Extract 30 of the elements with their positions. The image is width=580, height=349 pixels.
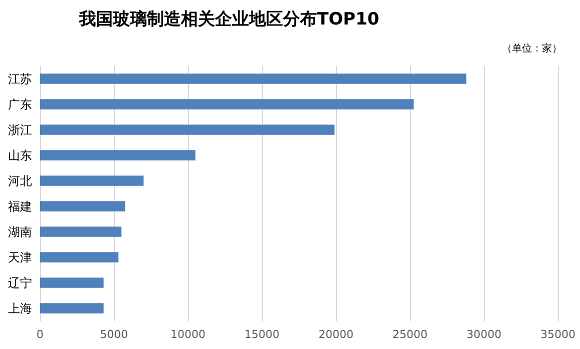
x-tick-label: 10000 <box>170 328 206 341</box>
bar <box>40 278 104 288</box>
y-tick-label: 广东 <box>8 97 32 112</box>
y-tick-label: 天津 <box>8 250 32 264</box>
y-tick-label: 河北 <box>8 174 32 188</box>
x-tick-label: 20000 <box>318 328 354 341</box>
bar <box>40 226 122 237</box>
y-tick-label: 湖南 <box>8 224 32 239</box>
x-tick-label: 15000 <box>244 328 280 341</box>
y-tick-label: 江苏 <box>8 72 32 86</box>
bar <box>40 303 104 314</box>
bar <box>40 252 118 262</box>
bar <box>40 74 466 84</box>
x-tick-label: 30000 <box>466 328 502 341</box>
chart-title: 我国玻璃制造相关企业地区分布TOP10 <box>78 10 380 30</box>
bar <box>40 99 414 110</box>
x-tick-label: 0 <box>36 328 44 341</box>
y-tick-label: 福建 <box>8 199 32 214</box>
y-tick-label: 上海 <box>8 301 32 316</box>
bar <box>40 201 126 212</box>
bar <box>40 176 144 186</box>
x-tick-label: 5000 <box>100 328 128 341</box>
x-tick-label: 35000 <box>540 328 576 341</box>
bar <box>40 124 335 135</box>
y-tick-label: 浙江 <box>8 122 32 137</box>
y-tick-label: 辽宁 <box>8 276 32 290</box>
y-tick-label: 山东 <box>8 148 32 162</box>
x-tick-label: 25000 <box>392 328 428 341</box>
text: （单位：家） <box>502 42 562 54</box>
bar <box>40 150 196 160</box>
